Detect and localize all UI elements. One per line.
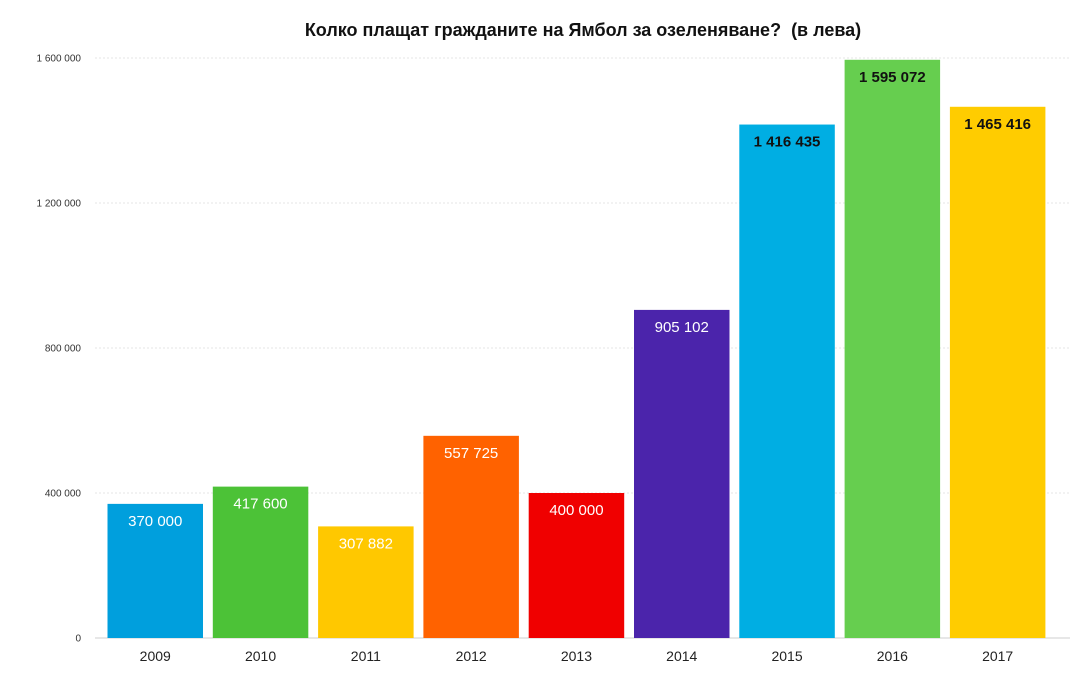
- value-label-2012: 557 725: [444, 445, 498, 462]
- value-label-2014: 905 102: [655, 319, 709, 336]
- bar-2011: [318, 526, 414, 638]
- bar-2017: [949, 106, 1046, 639]
- value-label-2010: 417 600: [233, 496, 287, 513]
- y-tick-label: 800 000: [45, 344, 82, 355]
- category-label-2014: 2014: [666, 648, 697, 664]
- value-label-2017: 1 465 416: [964, 116, 1031, 133]
- bars: [107, 59, 1046, 639]
- category-label-2012: 2012: [456, 648, 487, 664]
- bar-2014: [634, 309, 730, 638]
- bar-2013: [528, 493, 625, 638]
- value-label-2016: 1 595 072: [859, 69, 926, 86]
- y-tick-label: 0: [75, 634, 81, 645]
- category-label-2015: 2015: [771, 648, 802, 664]
- value-label-2013: 400 000: [549, 502, 603, 519]
- y-tick-label: 400 000: [45, 489, 82, 500]
- y-axis-ticks: 0 400 000 800 000 1 200 000 1 600 000: [37, 54, 82, 645]
- category-label-2011: 2011: [351, 648, 381, 664]
- value-label-2015: 1 416 435: [754, 134, 821, 151]
- value-label-2011: 307 882: [339, 535, 393, 552]
- value-labels: 370 000 417 600 307 882 557 725 400 000 905 1…: [128, 69, 1031, 553]
- category-label-2009: 2009: [140, 648, 171, 664]
- category-label-2010: 2010: [245, 648, 276, 664]
- y-tick-label: 1 200 000: [37, 199, 82, 210]
- bar-2012: [423, 435, 519, 638]
- value-label-2009: 370 000: [128, 513, 182, 530]
- chart-title: Колко плащат гражданите на Ямбол за озел…: [304, 20, 862, 40]
- category-label-2016: 2016: [877, 648, 908, 664]
- bar-2016: [844, 59, 941, 639]
- y-tick-label: 1 600 000: [37, 54, 82, 65]
- category-label-2013: 2013: [561, 648, 592, 664]
- bar-2009: [107, 503, 203, 638]
- bar-2015: [739, 124, 835, 639]
- category-label-2017: 2017: [982, 648, 1013, 664]
- x-axis-categories: 2009 2010 2011 2012 2013 2014 2015 2016 2017: [140, 648, 1014, 664]
- bar-2010: [212, 486, 309, 638]
